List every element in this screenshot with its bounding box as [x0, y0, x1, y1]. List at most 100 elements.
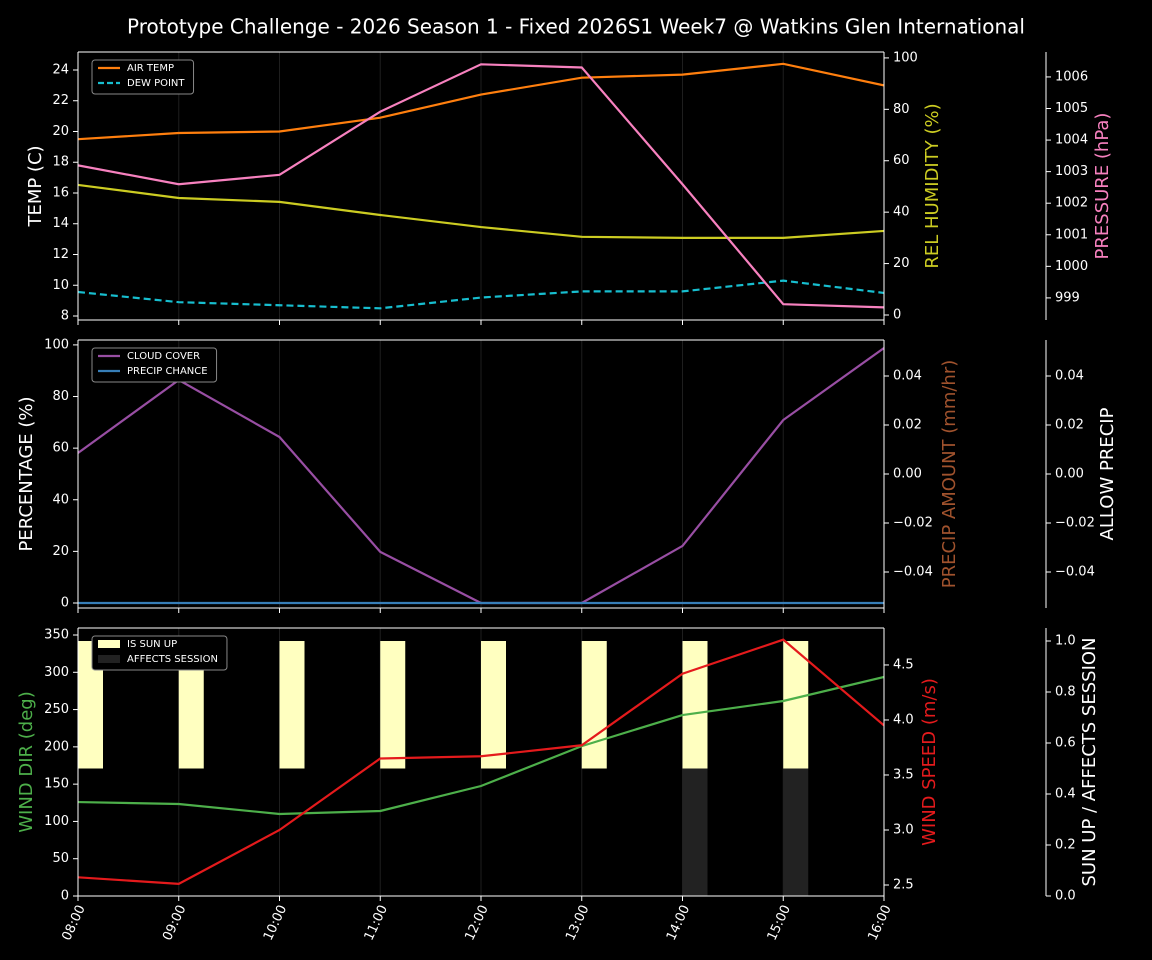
y-tick-label: 0: [61, 595, 69, 610]
y-tick-label: 14: [52, 216, 69, 231]
y2-tick-label: 2.5: [893, 877, 914, 892]
y-tick-label: 0: [61, 889, 69, 904]
y3-tick-label: 0.00: [1055, 467, 1084, 482]
y3-axis-label: PRESSURE (hPa): [1092, 113, 1113, 260]
chart-title: Prototype Challenge - 2026 Season 1 - Fi…: [127, 15, 1025, 39]
legend-label: DEW POINT: [127, 78, 185, 89]
y3-tick-label: 0.2: [1055, 838, 1076, 853]
y-tick-label: 200: [44, 739, 69, 754]
y2-axis-label: WIND SPEED (m/s): [919, 678, 940, 846]
y-tick-label: 250: [44, 702, 69, 717]
y2-tick-label: 80: [893, 102, 910, 117]
legend-swatch: [98, 655, 120, 663]
series-line: [78, 63, 884, 309]
y2-tick-label: 0.02: [893, 418, 922, 433]
y2-tick-label: 0: [893, 307, 901, 322]
y-tick-label: 24: [52, 62, 69, 77]
y-tick-label: 80: [52, 389, 69, 404]
legend: CLOUD COVER PRECIP CHANCE: [91, 347, 218, 383]
y-tick-label: 50: [52, 851, 69, 866]
y-tick-label: 100: [44, 337, 69, 352]
y-axis-label: WIND DIR (deg): [16, 691, 37, 833]
y-tick-label: 12: [52, 247, 69, 262]
y-tick-label: 8: [61, 309, 69, 324]
y2-tick-label: 0.04: [893, 369, 922, 384]
legend-label: CLOUD COVER: [127, 351, 200, 362]
y-tick-label: 100: [44, 814, 69, 829]
y3-tick-label: 999: [1055, 290, 1080, 305]
y2-tick-label: 3.5: [893, 767, 914, 782]
y2-tick-label: 4.0: [893, 712, 914, 727]
bar: [682, 641, 708, 769]
legend-label: AIR TEMP: [127, 63, 174, 74]
y3-tick-label: 0.4: [1055, 787, 1076, 802]
series-line: [78, 279, 884, 310]
plot-area: [78, 62, 884, 310]
y2-axis-label: REL HUMIDITY (%): [922, 103, 943, 268]
y3-tick-label: 0.04: [1055, 369, 1084, 384]
legend: AIR TEMP DEW POINT: [91, 59, 195, 95]
bar: [481, 641, 506, 769]
y2-axis-label: PRECIP AMOUNT (mm/hr): [939, 360, 960, 589]
legend-label: AFFECTS SESSION: [127, 654, 218, 665]
y3-tick-label: 0.8: [1055, 685, 1076, 700]
y-tick-label: 350: [44, 628, 69, 643]
legend-box: [91, 635, 228, 671]
series-line: [78, 675, 884, 816]
y2-tick-label: 0.00: [893, 467, 922, 482]
y3-tick-label: 1001: [1055, 227, 1088, 242]
y2-tick-label: 20: [893, 256, 910, 271]
y-tick-label: 16: [52, 185, 69, 200]
plot-area: [78, 347, 884, 605]
y2-tick-label: 60: [893, 153, 910, 168]
legend: IS SUN UP AFFECTS SESSION: [91, 635, 228, 671]
y-tick-label: 300: [44, 665, 69, 680]
y2-tick-label: 100: [893, 50, 918, 65]
y-axis-label: TEMP (C): [25, 145, 46, 227]
legend-label: PRECIP CHANCE: [127, 366, 208, 377]
bar: [380, 641, 406, 769]
y3-tick-label: 1002: [1055, 196, 1088, 211]
plot-area: [78, 638, 884, 896]
y3-tick-label: 1.0: [1055, 634, 1076, 649]
y3-axis-label: SUN UP / AFFECTS SESSION: [1079, 637, 1100, 886]
y-axis-label: PERCENTAGE (%): [16, 396, 37, 551]
y3-tick-label: −0.02: [1055, 515, 1095, 530]
y3-tick-label: 1003: [1055, 164, 1088, 179]
legend-label: IS SUN UP: [127, 639, 177, 650]
y-tick-label: 20: [52, 124, 69, 139]
bar: [279, 641, 305, 769]
y-tick-label: 20: [52, 544, 69, 559]
series-line: [78, 183, 884, 239]
y2-tick-label: 4.5: [893, 657, 914, 672]
legend-swatch: [98, 640, 120, 648]
y-tick-label: 150: [44, 777, 69, 792]
y3-tick-label: 1006: [1055, 69, 1088, 84]
y2-tick-label: 3.0: [893, 822, 914, 837]
bar: [682, 768, 708, 896]
bar: [581, 641, 607, 769]
y3-tick-label: 1005: [1055, 101, 1088, 116]
bar: [783, 768, 809, 896]
y3-tick-label: 1000: [1055, 259, 1088, 274]
bar: [783, 641, 809, 769]
y-tick-label: 10: [52, 278, 69, 293]
y2-tick-label: −0.02: [893, 515, 933, 530]
y3-tick-label: 0.02: [1055, 418, 1084, 433]
series-line: [78, 638, 884, 886]
y-tick-label: 40: [52, 492, 69, 507]
y3-tick-label: 0.0: [1055, 889, 1076, 904]
y2-tick-label: 40: [893, 205, 910, 220]
y3-tick-label: 0.6: [1055, 736, 1076, 751]
y2-tick-label: −0.04: [893, 564, 933, 579]
y3-tick-label: −0.04: [1055, 564, 1095, 579]
y3-tick-label: 1004: [1055, 133, 1088, 148]
y-tick-label: 22: [52, 93, 69, 108]
legend-box: [91, 347, 218, 383]
series-line: [78, 62, 884, 141]
y3-axis-label: ALLOW PRECIP: [1097, 407, 1118, 540]
y-tick-label: 60: [52, 441, 69, 456]
